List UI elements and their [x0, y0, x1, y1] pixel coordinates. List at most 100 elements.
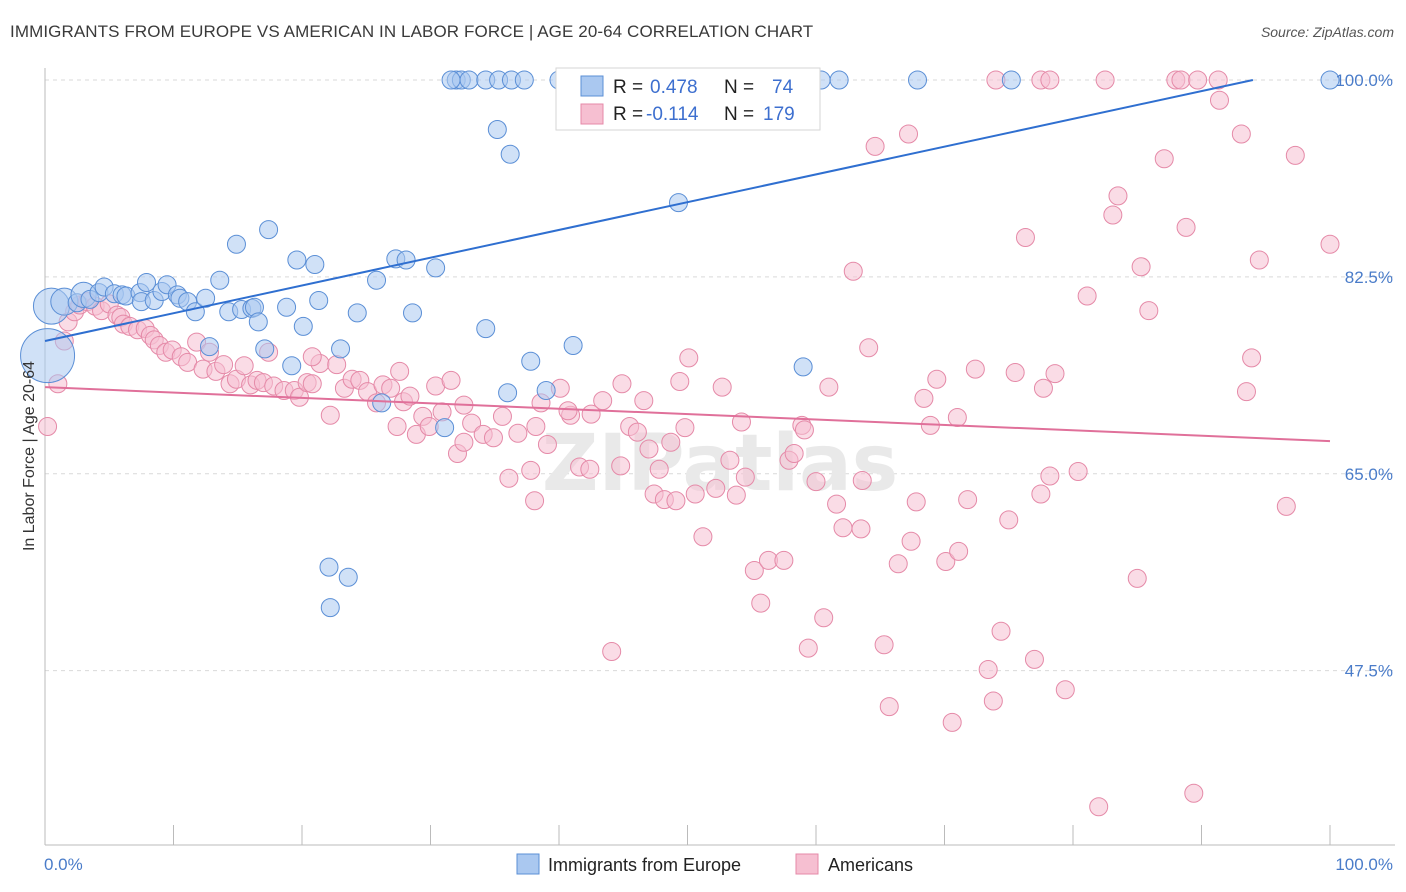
- americans-point-66: [499, 468, 519, 488]
- legend-n-value-2: 179: [763, 104, 795, 125]
- immigrants-point-55: [500, 144, 520, 164]
- americans-point-122: [927, 369, 947, 389]
- immigrants-point-59: [498, 383, 518, 403]
- americans-point-64: [483, 428, 503, 448]
- americans-point-136: [1033, 378, 1053, 398]
- americans-point-80: [627, 422, 647, 442]
- americans-point-112: [852, 471, 872, 490]
- americans-point-110: [833, 518, 853, 538]
- y-tick-label-1: 82.5%: [1345, 268, 1393, 287]
- americans-point-160: [1276, 496, 1296, 516]
- americans-point-145: [1108, 186, 1128, 206]
- americans-point-27: [214, 355, 234, 375]
- legend-r-value-2: -0.114: [646, 104, 699, 125]
- immigrants-point-22: [199, 337, 219, 357]
- legend-swatch-pink: [580, 103, 604, 125]
- immigrants-point-43: [372, 393, 392, 413]
- americans-point-88: [670, 372, 690, 391]
- legend-swatch-blue: [580, 75, 604, 97]
- americans-point-120: [914, 388, 934, 408]
- americans-point-153: [1184, 783, 1204, 803]
- americans-point-30: [234, 356, 254, 376]
- americans-point-137: [1040, 466, 1060, 486]
- immigrants-point-36: [305, 255, 325, 274]
- americans-point-92: [693, 527, 713, 547]
- immigrants-point-64: [563, 336, 583, 355]
- immigrants-point-68: [908, 70, 928, 90]
- immigrants-point-30: [255, 339, 275, 359]
- americans-point-96: [726, 485, 746, 505]
- trendlines: [44, 79, 1331, 443]
- americans-point-177: [794, 420, 814, 440]
- americans-point-58: [432, 402, 452, 422]
- grid-lines: [45, 79, 1395, 672]
- immigrants-point-13: [137, 273, 157, 292]
- americans-point-117: [888, 554, 908, 574]
- bottom-legend-swatch-pink: [795, 853, 819, 875]
- americans-point-162: [1320, 234, 1340, 254]
- americans-point-104: [784, 444, 804, 463]
- bottom-legend: Immigrants from Europe Americans: [516, 853, 913, 875]
- americans-point-132: [1005, 363, 1025, 382]
- immigrants-point-57: [476, 319, 496, 339]
- americans-point-82: [639, 439, 659, 459]
- americans-point-141: [1077, 286, 1097, 306]
- x-tick-label-1: 100.0%: [1335, 855, 1393, 874]
- americans-point-125: [949, 541, 969, 561]
- immigrants-point-58: [487, 120, 507, 139]
- americans-point-170: [558, 401, 578, 421]
- americans-point-152: [1176, 217, 1196, 237]
- americans-point-81: [634, 391, 654, 411]
- americans-point-124: [942, 712, 962, 732]
- immigrants-point-41: [347, 303, 367, 323]
- americans-point-94: [712, 377, 732, 397]
- americans-point-116: [879, 697, 899, 717]
- americans-point-144: [1103, 205, 1123, 225]
- americans-point-53: [400, 386, 420, 406]
- americans-point-155: [1209, 90, 1229, 110]
- americans-point-40: [302, 374, 322, 394]
- americans-point-77: [602, 642, 622, 661]
- americans-point-67: [508, 423, 528, 443]
- immigrants-trendline: [44, 79, 1254, 342]
- x-tick-label-0: 0.0%: [44, 855, 83, 874]
- immigrants-point-31: [259, 220, 279, 240]
- legend: R = 0.478 N = 74 R = -0.114 N = 179: [555, 67, 821, 131]
- americans-point-93: [706, 478, 726, 498]
- americans-point-99: [744, 561, 764, 580]
- americans-point-111: [843, 261, 863, 281]
- americans-point-134: [1024, 649, 1044, 669]
- immigrants-point-39: [331, 339, 351, 359]
- immigrants-point-56: [441, 70, 461, 90]
- legend-r-label-2: R =: [613, 104, 643, 125]
- legend-r-value-1: 0.478: [650, 77, 698, 98]
- americans-point-163: [1208, 70, 1228, 90]
- americans-point-148: [1139, 301, 1159, 321]
- americans-point-139: [1055, 680, 1075, 700]
- americans-point-106: [798, 638, 818, 658]
- americans-point-68: [521, 460, 541, 480]
- y-axis-title: In Labor Force | Age 20-64: [21, 361, 38, 551]
- immigrants-point-61: [514, 70, 534, 90]
- x-tick-labels: 0.0% 100.0%: [44, 855, 1393, 874]
- chart-title: IMMIGRANTS FROM EUROPE VS AMERICAN IN LA…: [10, 22, 814, 41]
- americans-point-115: [874, 635, 894, 655]
- axes: [44, 68, 1395, 846]
- source-label: Source: ZipAtlas.com: [1260, 24, 1394, 40]
- americans-point-108: [814, 608, 834, 628]
- americans-point-51: [387, 417, 407, 436]
- americans-point-174: [526, 417, 546, 436]
- americans-point-180: [901, 531, 921, 551]
- immigrants-point-0: [20, 328, 76, 384]
- americans-point-95: [720, 450, 740, 470]
- immigrants-point-38: [319, 557, 339, 577]
- americans-point-100: [751, 593, 771, 613]
- americans-point-156: [1231, 124, 1251, 144]
- americans-point-158: [1242, 348, 1262, 368]
- americans-point-87: [666, 491, 686, 511]
- americans-point-0: [38, 417, 58, 436]
- legend-n-value-1: 74: [772, 77, 794, 98]
- immigrants-point-37: [309, 291, 329, 310]
- americans-point-157: [1236, 382, 1256, 402]
- immigrants-point-51: [459, 70, 479, 90]
